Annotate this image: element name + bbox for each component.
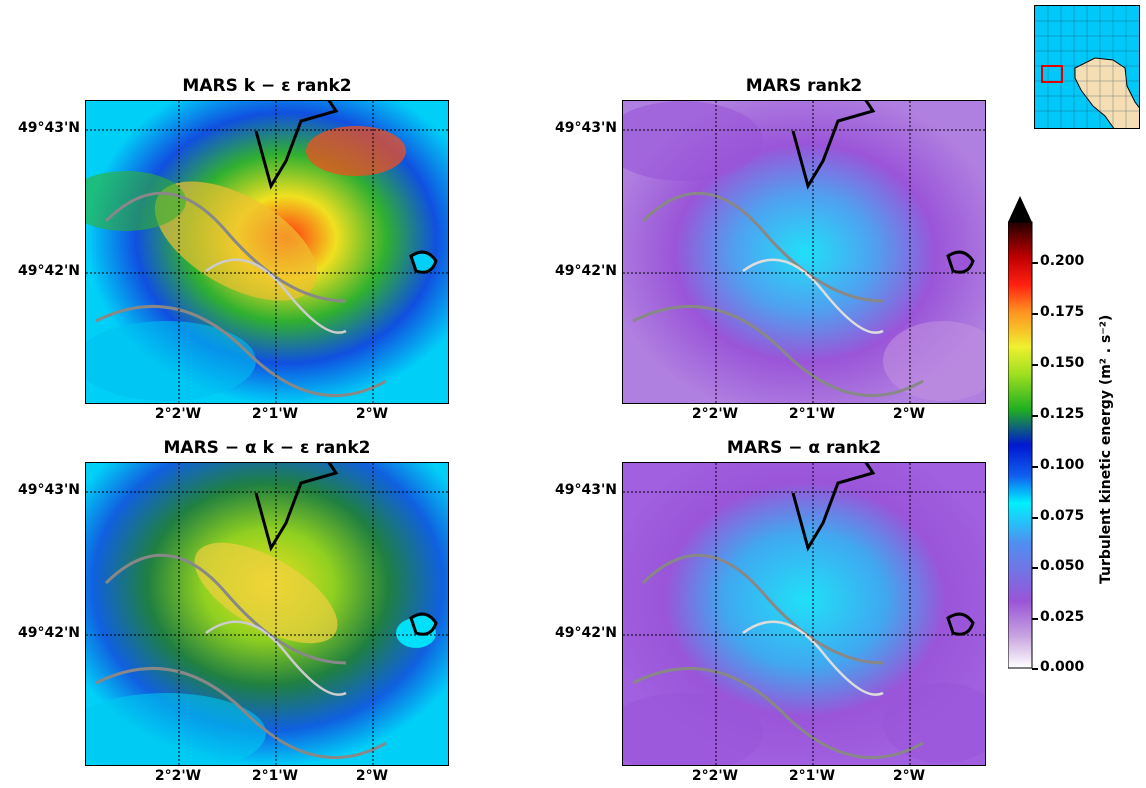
- map-field: [86, 463, 448, 765]
- lon-label: 2°W: [892, 768, 926, 784]
- lat-label: 49°42'N: [18, 625, 80, 641]
- colorbar-tick-mark: [1032, 517, 1038, 519]
- colorbar-tick-label: 0.125: [1040, 406, 1085, 422]
- lon-label: 2°2'W: [691, 406, 739, 422]
- colorbar-tick-mark: [1032, 313, 1038, 315]
- lon-label: 2°1'W: [251, 406, 299, 422]
- colorbar-tick-mark: [1032, 567, 1038, 569]
- lon-label: 2°W: [355, 406, 389, 422]
- colorbar-tick-label: 0.100: [1040, 457, 1085, 473]
- colorbar-tick-mark: [1032, 415, 1038, 417]
- colorbar-tick-label: 0.050: [1040, 558, 1085, 574]
- inset-study-area-box: [1041, 65, 1063, 83]
- colorbar-tick-label: 0.000: [1040, 659, 1085, 675]
- lon-label: 2°1'W: [788, 406, 836, 422]
- panel-title: MARS − α k − ε rank2: [163, 438, 371, 458]
- inset-map-drawing: [1035, 6, 1139, 128]
- map-field: [623, 101, 985, 403]
- colorbar-tick-mark: [1032, 618, 1038, 620]
- lon-label: 2°2'W: [691, 768, 739, 784]
- lon-label: 2°W: [892, 406, 926, 422]
- map-field: [623, 463, 985, 765]
- panel-title: MARS − α rank2: [726, 438, 882, 458]
- inset-land: [1074, 57, 1139, 128]
- lat-label: 49°43'N: [18, 482, 80, 498]
- colorbar-extend-arrow: [1008, 196, 1032, 222]
- map-area: [85, 100, 449, 404]
- inset-locator-map: [1034, 5, 1140, 129]
- panel-title: MARS k − ε rank2: [182, 76, 352, 96]
- colorbar-tick-label: 0.175: [1040, 304, 1085, 320]
- lon-label: 2°2'W: [154, 406, 202, 422]
- colorbar-tick-mark: [1032, 668, 1038, 670]
- inset-grid: [1035, 6, 1139, 128]
- lat-label: 49°43'N: [555, 482, 617, 498]
- colorbar-tick-label: 0.025: [1040, 609, 1085, 625]
- map-area: [622, 100, 986, 404]
- lat-label: 49°43'N: [18, 120, 80, 136]
- lat-label: 49°42'N: [555, 263, 617, 279]
- lon-label: 2°W: [355, 768, 389, 784]
- colorbar-tick-label: 0.150: [1040, 355, 1085, 371]
- colorbar-tick-mark: [1032, 466, 1038, 468]
- lon-label: 2°1'W: [788, 768, 836, 784]
- colorbar-bar: [1008, 196, 1033, 669]
- colorbar-tick-mark: [1032, 262, 1038, 264]
- colorbar-tick-mark: [1032, 364, 1038, 366]
- colorbar-tick-label: 0.075: [1040, 508, 1085, 524]
- map-area: [85, 462, 449, 766]
- lat-label: 49°43'N: [555, 120, 617, 136]
- map-area: [622, 462, 986, 766]
- colorbar-tick-label: 0.200: [1040, 253, 1085, 269]
- panel-title: MARS rank2: [745, 76, 863, 96]
- colorbar-gradient: [1008, 221, 1033, 669]
- lat-label: 49°42'N: [18, 263, 80, 279]
- lon-label: 2°2'W: [154, 768, 202, 784]
- colorbar-label: Turbulent kinetic energy (m² . s⁻²): [1098, 314, 1114, 584]
- lat-label: 49°42'N: [555, 625, 617, 641]
- lon-label: 2°1'W: [251, 768, 299, 784]
- map-field: [86, 101, 448, 403]
